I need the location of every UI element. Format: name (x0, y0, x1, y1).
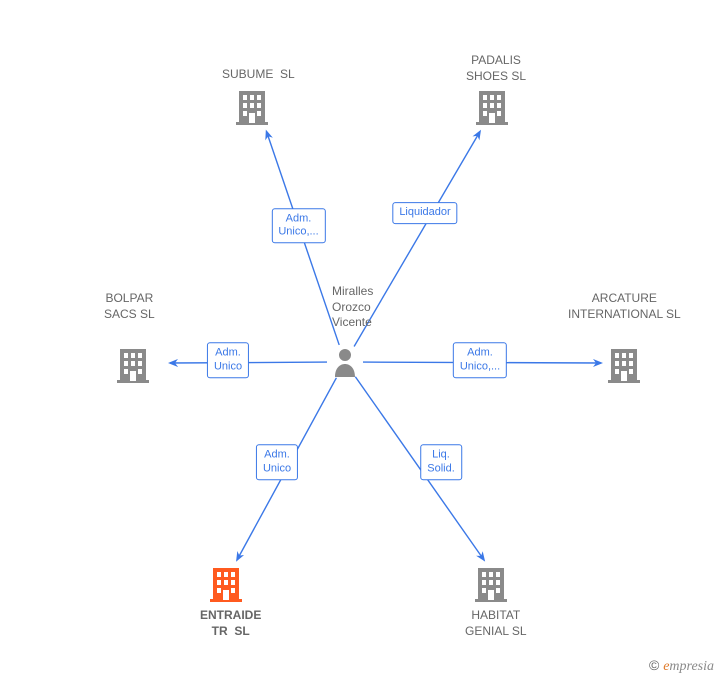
edge-label-entraide: Adm. Unico (256, 444, 298, 480)
copyright-brand: empresia (663, 659, 714, 674)
node-padalis-icon (476, 89, 508, 125)
node-subume-label: SUBUME SL (222, 67, 295, 83)
node-entraide-icon (210, 566, 242, 602)
node-subume-icon (236, 89, 268, 125)
node-habitat-icon (475, 566, 507, 602)
copyright: © empresia (649, 657, 714, 675)
node-habitat-label: HABITAT GENIAL SL (465, 608, 527, 639)
edge-label-padalis: Liquidador (392, 202, 457, 224)
node-bolpar-label: BOLPAR SACS SL (104, 291, 155, 322)
node-entraide-label: ENTRAIDE TR SL (200, 608, 261, 639)
edges-layer (0, 0, 728, 685)
edge-label-bolpar: Adm. Unico (207, 342, 249, 378)
node-bolpar-icon (117, 347, 149, 383)
node-arcature-label: ARCATURE INTERNATIONAL SL (568, 291, 681, 322)
edge-label-subume: Adm. Unico,... (271, 208, 325, 244)
edge-label-habitat: Liq. Solid. (420, 444, 462, 480)
node-arcature-icon (608, 347, 640, 383)
node-padalis-label: PADALIS SHOES SL (466, 53, 526, 84)
center-person-label: Miralles Orozco Vicente (332, 284, 373, 331)
center-person-icon (332, 347, 358, 377)
copyright-symbol: © (649, 657, 659, 673)
edge-label-arcature: Adm. Unico,... (453, 342, 507, 378)
